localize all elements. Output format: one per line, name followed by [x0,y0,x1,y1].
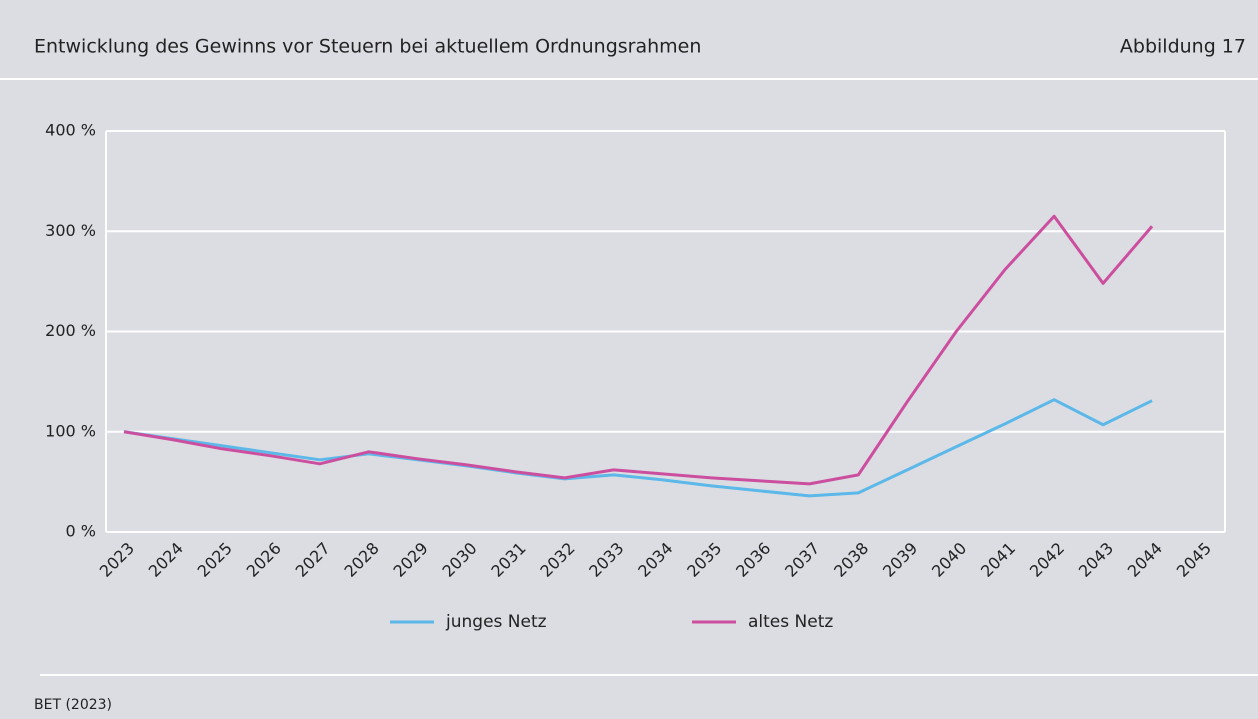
y-tick-label: 100 % [45,421,96,440]
line-series [123,398,1153,498]
figure-label: Abbildung 17 [1120,36,1246,58]
y-tick-label: 300 % [45,221,96,240]
chart-title: Entwicklung des Gewinns vor Steuern bei … [34,36,701,58]
source: BET (2023) [34,697,112,713]
y-tick-label: 200 % [45,321,96,340]
y-tick-label: 0 % [66,522,96,541]
line-series [123,214,1154,486]
y-tick-label: 400 % [45,121,96,140]
legend-label: altes Netz [748,612,833,632]
legend-label: junges Netz [445,612,547,632]
